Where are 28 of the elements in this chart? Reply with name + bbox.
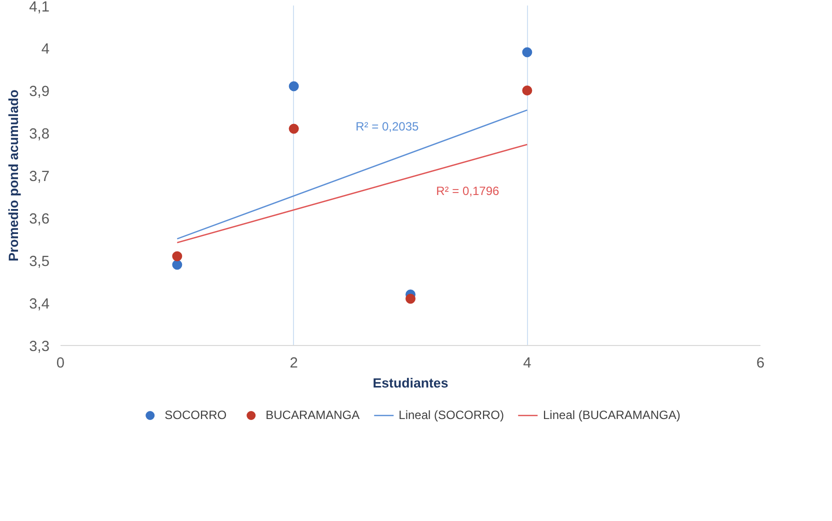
- y-tick-label: 4,1: [29, 0, 50, 16]
- point: [522, 86, 532, 96]
- y-tick-label: 3,3: [29, 339, 50, 355]
- point: [406, 294, 416, 304]
- legend-label: Lineal (SOCORRO): [398, 408, 504, 422]
- point: [288, 81, 299, 92]
- point: [172, 260, 182, 270]
- legend-label: Lineal (BUCARAMANGA): [543, 408, 680, 422]
- legend-label: BUCARAMANGA: [266, 408, 360, 422]
- y-tick-label: 3,8: [29, 126, 50, 142]
- x-axis-title: Estudiantes: [372, 376, 448, 390]
- y-tick-label: 3,7: [29, 169, 50, 185]
- y-tick-label: 4: [41, 42, 50, 58]
- point: [172, 251, 182, 262]
- x-tick-label: 2: [290, 356, 298, 372]
- y-tick-label: 3,5: [29, 254, 50, 270]
- x-tick-label: 0: [56, 356, 65, 372]
- point: [522, 47, 532, 58]
- y-tick-label: 3,6: [29, 212, 50, 228]
- x-tick-label: 4: [523, 356, 532, 372]
- y-axis-title: Promedio pond acumulado: [6, 90, 22, 262]
- point: [288, 124, 299, 134]
- x-tick-label: 6: [756, 356, 765, 372]
- y-tick-label: 3,9: [29, 84, 50, 100]
- annotation: R² = 0,1796: [436, 184, 500, 198]
- y-tick-label: 3,4: [29, 296, 50, 312]
- legend-label: SOCORRO: [164, 408, 227, 422]
- annotation: R² = 0,2035: [356, 120, 420, 134]
